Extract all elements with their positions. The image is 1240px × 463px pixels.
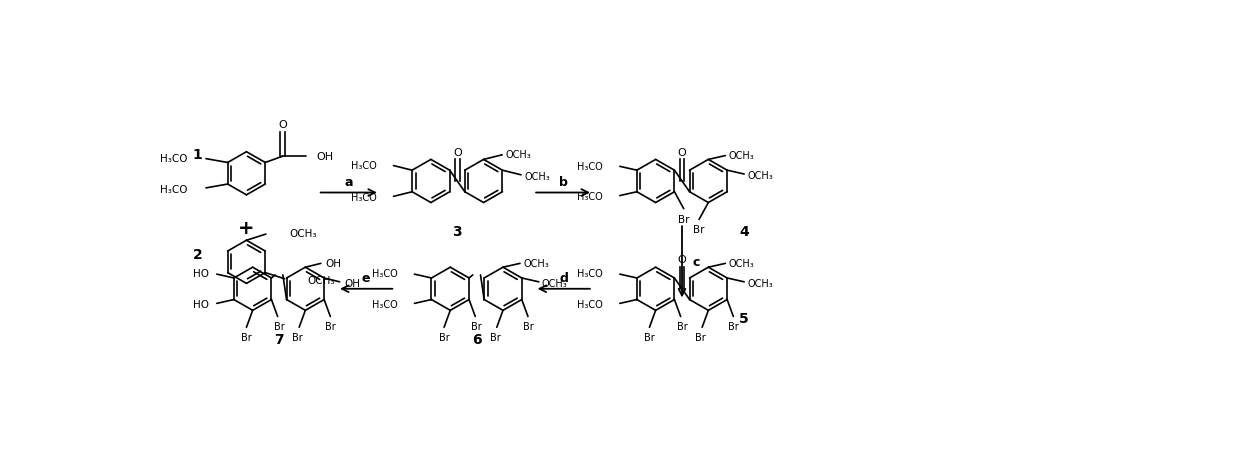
Text: Br: Br: [522, 322, 533, 332]
Text: H₃CO: H₃CO: [577, 161, 603, 171]
Text: OCH₃: OCH₃: [523, 258, 549, 268]
Text: Br: Br: [274, 322, 284, 332]
Text: 4: 4: [739, 225, 749, 238]
Text: Br: Br: [325, 322, 336, 332]
Text: e: e: [362, 272, 371, 285]
Text: OCH₃: OCH₃: [506, 150, 531, 160]
Text: d: d: [559, 272, 568, 285]
Text: OCH₃: OCH₃: [525, 171, 549, 181]
Text: Br: Br: [471, 322, 482, 332]
Text: H₃CO: H₃CO: [351, 193, 377, 203]
Text: Br: Br: [241, 332, 252, 343]
Text: H₃CO: H₃CO: [160, 184, 187, 194]
Text: H₃CO: H₃CO: [577, 269, 603, 279]
Text: OCH₃: OCH₃: [542, 278, 568, 288]
Text: OCH₃: OCH₃: [308, 275, 335, 286]
Text: Br: Br: [677, 322, 687, 332]
Text: b: b: [558, 176, 568, 189]
Text: Br: Br: [696, 332, 706, 343]
Text: OH: OH: [325, 258, 341, 268]
Text: Br: Br: [293, 332, 303, 343]
Text: a: a: [345, 176, 353, 189]
Text: OCH₃: OCH₃: [729, 150, 754, 161]
Text: O: O: [453, 147, 461, 157]
Text: O: O: [278, 120, 286, 130]
Text: H₃CO: H₃CO: [351, 161, 377, 170]
Text: HO: HO: [193, 300, 210, 309]
Text: 2: 2: [192, 248, 202, 262]
Text: H₃CO: H₃CO: [577, 192, 603, 202]
Text: Br: Br: [439, 332, 449, 343]
Text: H₃CO: H₃CO: [160, 154, 187, 163]
Text: HO: HO: [193, 269, 210, 279]
Text: Br: Br: [678, 214, 689, 224]
Text: Br: Br: [693, 225, 704, 235]
Text: c: c: [693, 256, 701, 269]
Text: Br: Br: [728, 322, 739, 332]
Text: OCH₃: OCH₃: [748, 278, 773, 288]
Text: H₃CO: H₃CO: [577, 300, 603, 309]
Text: OCH₃: OCH₃: [289, 228, 316, 238]
Text: 5: 5: [739, 311, 749, 325]
Text: H₃CO: H₃CO: [372, 300, 397, 309]
Text: O: O: [677, 147, 687, 157]
Text: O: O: [677, 255, 687, 265]
Text: OH: OH: [316, 152, 334, 162]
Text: +: +: [238, 218, 254, 237]
Text: 1: 1: [192, 148, 202, 162]
Text: H₃CO: H₃CO: [372, 269, 397, 279]
Text: 3: 3: [453, 225, 463, 238]
Text: 7: 7: [274, 332, 284, 346]
Text: OCH₃: OCH₃: [729, 258, 754, 268]
Text: Br: Br: [490, 332, 501, 343]
Text: Br: Br: [644, 332, 655, 343]
Text: OH: OH: [345, 278, 361, 288]
Text: OCH₃: OCH₃: [748, 170, 773, 181]
Text: 6: 6: [471, 332, 481, 346]
